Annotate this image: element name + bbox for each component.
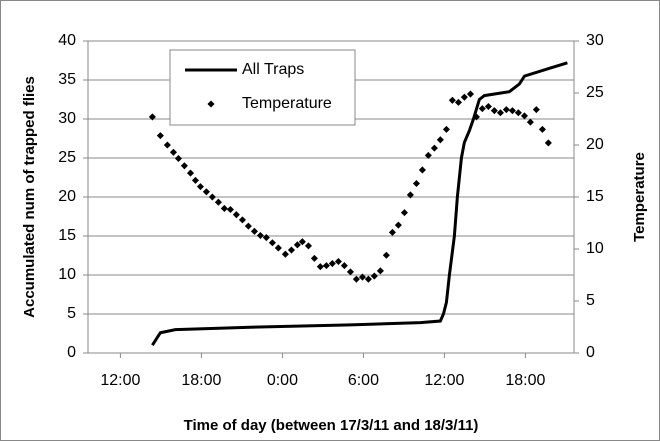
- temperature-marker: [448, 96, 456, 104]
- y-tick-label: 5: [67, 305, 76, 322]
- y2-tick-label: 15: [586, 188, 604, 205]
- y-axis-title: Accumulated num of trapped flies: [21, 76, 38, 318]
- temperature-marker: [163, 141, 171, 149]
- temperature-marker: [430, 144, 438, 152]
- legend-box: [169, 49, 356, 126]
- temperature-marker: [202, 188, 210, 196]
- temperature-marker: [460, 93, 468, 101]
- temperature-marker: [281, 250, 289, 258]
- temperature-marker: [472, 113, 480, 121]
- temperature-marker: [328, 260, 336, 268]
- temperature-marker: [358, 273, 366, 281]
- temperature-marker: [220, 204, 228, 212]
- temperature-marker: [418, 166, 426, 174]
- temperature-marker: [484, 102, 492, 111]
- temperature-marker: [406, 191, 414, 199]
- temperature-marker: [514, 109, 522, 117]
- y-tick-label: 20: [58, 188, 76, 205]
- x-tick-label: 18:00: [505, 372, 545, 389]
- temperature-marker: [346, 268, 354, 276]
- legend-label: All Traps: [242, 61, 304, 78]
- temperature-marker: [364, 275, 372, 283]
- temperature-marker: [334, 257, 342, 266]
- temperature-marker: [148, 113, 156, 121]
- y-tick-label: 15: [58, 227, 76, 244]
- temperature-marker: [174, 154, 182, 163]
- temperature-marker: [400, 209, 408, 217]
- temperature-marker: [496, 109, 504, 117]
- temperature-marker: [388, 228, 396, 236]
- temperature-marker: [156, 132, 164, 140]
- temperature-marker: [394, 221, 402, 229]
- temperature-marker: [226, 205, 234, 214]
- y2-axis-title: Temperature: [631, 152, 648, 242]
- temperature-marker: [180, 162, 188, 170]
- x-tick-label: 12:00: [100, 372, 140, 389]
- temperature-marker: [262, 234, 270, 242]
- temperature-marker: [196, 183, 204, 191]
- temperature-marker: [274, 244, 282, 252]
- y2-tick-label: 10: [586, 240, 604, 257]
- y2-tick-label: 30: [586, 32, 604, 49]
- temperature-marker: [214, 198, 222, 206]
- temperature-marker: [169, 148, 177, 156]
- y-tick-label: 10: [58, 266, 76, 283]
- temperature-marker: [268, 239, 276, 247]
- x-tick-label: 0:00: [267, 372, 298, 389]
- temperature-marker: [304, 242, 312, 250]
- temperature-marker: [250, 227, 258, 235]
- temperature-marker: [538, 125, 546, 133]
- y2-tick-label: 5: [586, 292, 595, 309]
- legend-label: Temperature: [242, 95, 332, 112]
- y-tick-label: 25: [58, 149, 76, 166]
- x-tick-label: 12:00: [424, 372, 464, 389]
- temperature-marker: [544, 139, 552, 147]
- temperature-marker: [490, 107, 498, 115]
- temperature-marker: [454, 98, 462, 106]
- y-tick-label: 0: [67, 344, 76, 361]
- temperature-marker: [232, 211, 240, 219]
- temperature-marker: [424, 151, 432, 159]
- temperature-marker: [412, 179, 420, 188]
- temperature-marker: [244, 222, 252, 230]
- temperature-marker: [532, 106, 540, 114]
- temperature-marker: [316, 263, 324, 271]
- temperature-marker: [352, 275, 360, 283]
- temperature-marker: [478, 105, 486, 113]
- temperature-marker: [466, 90, 474, 98]
- temperature-marker: [287, 246, 295, 254]
- temperature-marker: [322, 262, 330, 270]
- series-line: [151, 61, 568, 347]
- temperature-marker: [208, 193, 216, 201]
- y-tick-label: 35: [58, 71, 76, 88]
- y2-tick-label: 25: [586, 84, 604, 101]
- y2-tick-label: 20: [586, 136, 604, 153]
- temperature-marker: [508, 107, 516, 115]
- x-tick-label: 6:00: [348, 372, 379, 389]
- temperature-marker: [520, 112, 528, 120]
- temperature-marker: [256, 231, 264, 240]
- temperature-marker: [376, 267, 384, 275]
- temperature-marker: [191, 176, 199, 184]
- legend-marker: [207, 100, 215, 108]
- x-axis-title: Time of day (between 17/3/11 and 18/3/11…: [184, 417, 479, 434]
- temperature-marker: [298, 238, 306, 246]
- temperature-marker: [526, 118, 534, 126]
- y-tick-label: 40: [58, 32, 76, 49]
- y-tick-label: 30: [58, 110, 76, 127]
- y2-tick-label: 0: [586, 344, 595, 361]
- temperature-marker: [293, 241, 301, 249]
- temperature-marker: [442, 125, 450, 133]
- x-tick-label: 18:00: [181, 372, 221, 389]
- temperature-marker: [436, 136, 444, 144]
- temperature-marker: [238, 216, 246, 224]
- temperature-marker: [186, 169, 195, 177]
- temperature-marker: [340, 262, 348, 270]
- temperature-marker: [370, 272, 378, 280]
- temperature-marker: [502, 106, 510, 114]
